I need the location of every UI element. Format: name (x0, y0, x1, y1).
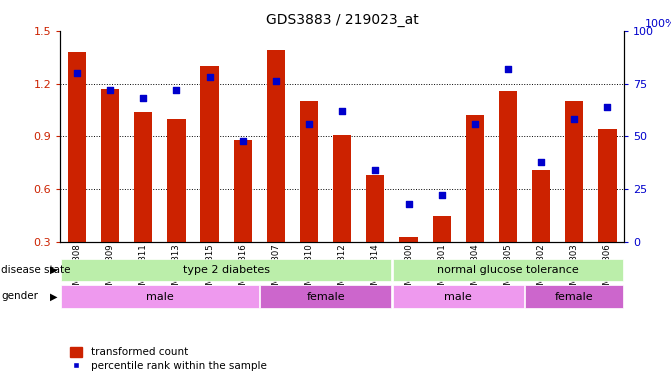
Text: normal glucose tolerance: normal glucose tolerance (437, 265, 579, 275)
Text: female: female (307, 291, 345, 302)
Point (270, 78, 281, 84)
Bar (466, 115, 484, 242)
Point (569, 116, 580, 122)
Bar (532, 170, 550, 242)
Bar (525, 285, 623, 308)
Bar (68, 52, 86, 242)
Bar (300, 101, 318, 242)
Bar (399, 237, 417, 242)
Text: disease state: disease state (1, 265, 71, 275)
Point (337, 108, 348, 114)
Point (238, 137, 248, 144)
Text: gender: gender (1, 291, 38, 301)
Point (503, 66, 513, 72)
Bar (333, 134, 352, 242)
Bar (61, 285, 258, 308)
Bar (267, 50, 285, 242)
Text: ▶: ▶ (50, 265, 57, 275)
Point (72, 70, 83, 76)
Y-axis label: 100%: 100% (645, 18, 671, 29)
Text: male: male (146, 291, 174, 302)
Bar (101, 89, 119, 242)
Bar (499, 91, 517, 242)
Bar (393, 285, 524, 308)
Text: male: male (444, 291, 472, 302)
Point (370, 167, 380, 173)
Bar (61, 258, 391, 281)
Point (171, 87, 182, 93)
Bar (366, 175, 384, 242)
Point (535, 159, 546, 165)
Bar (234, 140, 252, 242)
Bar (260, 285, 391, 308)
Point (304, 121, 315, 127)
Bar (134, 112, 152, 242)
Point (403, 201, 414, 207)
Point (470, 121, 480, 127)
Text: type 2 diabetes: type 2 diabetes (183, 265, 270, 275)
Point (138, 95, 149, 101)
Text: ▶: ▶ (50, 291, 57, 301)
Point (105, 87, 115, 93)
Bar (393, 258, 623, 281)
Bar (599, 129, 617, 242)
Bar (565, 101, 583, 242)
Bar (167, 119, 186, 242)
Bar (433, 215, 451, 242)
Text: female: female (555, 291, 594, 302)
Bar (201, 66, 219, 242)
Legend: transformed count, percentile rank within the sample: transformed count, percentile rank withi… (66, 343, 270, 375)
Point (602, 104, 613, 110)
Title: GDS3883 / 219023_at: GDS3883 / 219023_at (266, 13, 419, 27)
Point (436, 192, 447, 199)
Point (204, 74, 215, 80)
